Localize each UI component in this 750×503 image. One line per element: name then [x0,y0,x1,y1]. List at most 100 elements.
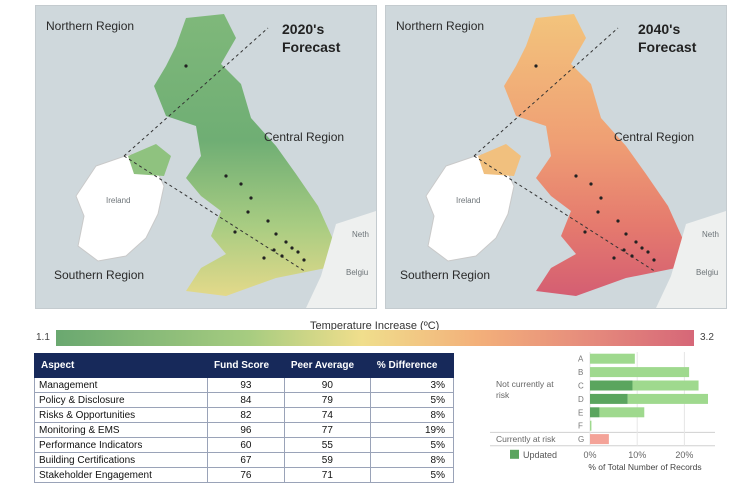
peer-average-cell: 90 [283,377,371,393]
netherlands-label: Neth [702,230,719,239]
category-label: D [578,395,584,404]
peer-average-cell: 77 [283,422,371,438]
column-header-peer-average: Peer Average [283,353,371,378]
table-row: Building Certifications 67 59 8% [34,452,455,468]
map-2020-forecast: Northern Region 2020's Forecast Central … [35,5,377,309]
northern-region-label: Northern Region [46,19,135,33]
fund-score-cell: 93 [207,377,285,393]
aspect-cell: Stakeholder Engagement [34,467,208,483]
legend-swatch [510,449,519,459]
ireland-label: Ireland [456,196,481,205]
europe-landmass [306,211,376,308]
records-bar-chart: 0% 10% 20% A B C D E F G Not currently at risk Curre… [490,350,715,498]
peer-average-cell: 55 [283,437,371,453]
central-region-label: Central Region [264,130,345,144]
netherlands-label: Neth [352,230,369,239]
peer-average-cell: 71 [283,467,371,483]
table-row: Monitoring & EMS 96 77 19% [34,422,455,438]
site-markers [534,64,656,262]
southern-region-label: Southern Region [400,268,491,282]
peer-average-cell: 79 [283,392,371,408]
difference-cell: 3% [369,377,455,393]
scale-max-label: 3.2 [700,332,714,343]
great-britain-landmass [504,14,686,296]
bar [590,407,600,418]
site-markers [184,64,306,262]
map-2040-svg [425,14,726,308]
belgium-label: Belgiu [696,268,719,277]
bar [632,380,699,391]
scale-title: Temperature Increase (ºC) [310,320,440,332]
fund-score-cell: 96 [207,422,285,438]
table-header-row: Aspect Fund Score Peer Average % Differe… [34,353,455,378]
bar [590,380,633,391]
column-header-fund-score: Fund Score [207,353,285,378]
peer-average-cell: 74 [283,407,371,423]
table-row: Performance Indicators 60 55 5% [34,437,455,453]
northern-ireland [478,144,521,176]
difference-cell: 8% [369,407,455,423]
column-header-aspect: Aspect [34,353,208,378]
difference-cell: 19% [369,422,455,438]
boundary-line [123,27,269,157]
forecast-title: 2040's Forecast [638,20,696,56]
fund-score-cell: 84 [207,392,285,408]
bar [599,407,645,418]
great-britain-landmass [154,14,336,296]
peer-average-cell: 59 [283,452,371,468]
category-label: E [578,408,583,417]
forecast-word: Forecast [638,39,697,55]
scale-min-label: 1.1 [36,332,50,343]
table-row: Risks & Opportunities 82 74 8% [34,407,455,423]
aspect-cell: Monitoring & EMS [34,422,208,438]
table-row: Policy & Disclosure 84 79 5% [34,392,455,408]
map-2020-svg [75,14,376,308]
category-label: B [578,368,583,377]
temperature-color-scale [56,330,694,346]
southern-region-label: Southern Region [54,268,145,282]
boundary-line [473,27,619,157]
group-label-not-at-risk: Not currently at risk [496,379,554,400]
category-label: F [578,422,583,431]
x-tick-label: 20% [675,450,693,460]
bar [590,393,628,404]
category-label: C [578,382,584,391]
difference-cell: 5% [369,467,455,483]
fund-score-cell: 82 [207,407,285,423]
bar [590,420,592,431]
forecast-year: 2040's [638,21,681,37]
aspect-cell: Policy & Disclosure [34,392,208,408]
bar [590,434,609,445]
table-row: Management 93 90 3% [34,377,455,393]
legend-label: Updated [523,450,557,460]
northern-ireland [128,144,171,176]
belgium-label: Belgiu [346,268,369,277]
forecast-title: 2020's Forecast [282,20,340,56]
bar [590,353,635,364]
x-axis-title: % of Total Number of Records [588,462,701,472]
fund-score-cell: 60 [207,437,285,453]
fund-score-cell: 76 [207,467,285,483]
ireland-label: Ireland [106,196,131,205]
difference-cell: 5% [369,437,455,453]
forecast-word: Forecast [282,39,341,55]
category-label: G [578,435,584,444]
aspect-cell: Management [34,377,208,393]
forecast-year: 2020's [282,21,325,37]
northern-region-label: Northern Region [396,19,485,33]
aspect-score-table: Aspect Fund Score Peer Average % Differe… [34,353,455,483]
difference-cell: 8% [369,452,455,468]
x-tick-label: 0% [583,450,596,460]
aspect-cell: Risks & Opportunities [34,407,208,423]
fund-score-cell: 67 [207,452,285,468]
table-row: Stakeholder Engagement 76 71 5% [34,467,455,483]
aspect-cell: Performance Indicators [34,437,208,453]
difference-cell: 5% [369,392,455,408]
map-2040-forecast: Northern Region 2040's Forecast Central … [385,5,727,309]
central-region-label: Central Region [614,130,695,144]
category-label: A [578,355,584,364]
bar [590,367,690,378]
column-header-difference: % Difference [369,353,455,378]
x-tick-label: 10% [628,450,646,460]
